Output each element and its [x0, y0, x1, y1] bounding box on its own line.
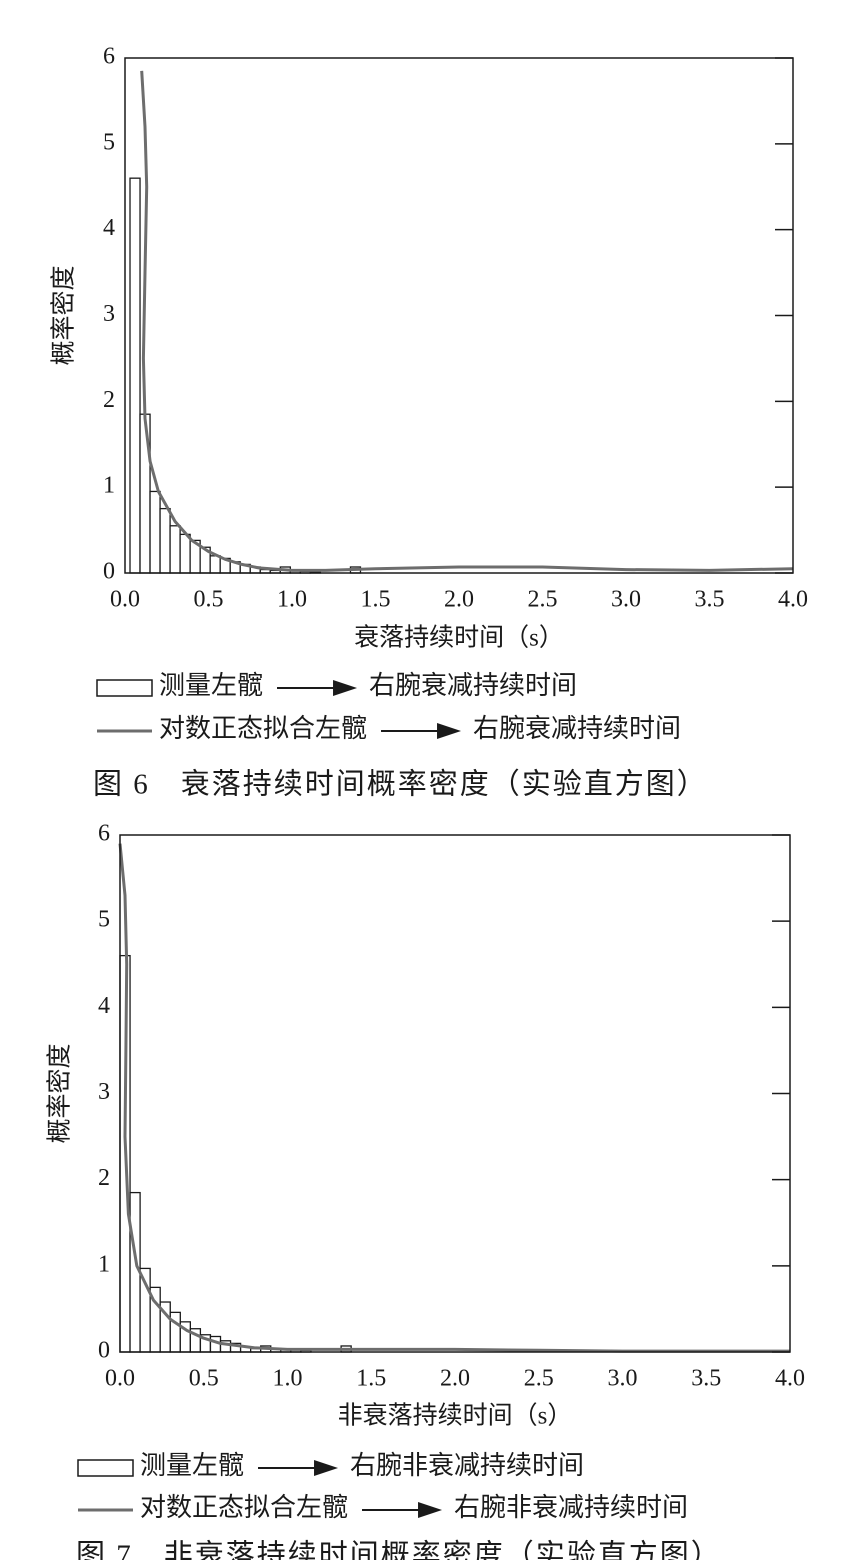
y-tick-label: 6 — [98, 821, 110, 847]
histogram-bar — [179, 533, 191, 574]
legend-label: 测量左髋 — [140, 1451, 244, 1480]
histogram-bar — [129, 177, 141, 574]
x-tick-label: 1.5 — [361, 587, 391, 613]
legend-label: 右腕衰减持续时间 — [473, 714, 681, 743]
plot-frame — [124, 57, 794, 574]
x-tick-label: 0.5 — [189, 1366, 219, 1392]
histogram-bar — [169, 525, 181, 574]
x-tick-label: 2.5 — [528, 587, 558, 613]
histogram-bar — [149, 490, 161, 574]
y-tick-label: 4 — [103, 215, 115, 241]
x-tick-label: 2.5 — [524, 1366, 554, 1392]
y-axis-label: 概率密度 — [50, 265, 78, 365]
legend-label: 测量左髋 — [159, 671, 263, 700]
x-tick-label: 3.0 — [611, 587, 641, 613]
x-axis-label: 非衰落持续时间（s） — [338, 1402, 573, 1430]
y-tick-label: 1 — [98, 1251, 110, 1277]
figure-caption: 图 6 衰落持续时间概率密度（实验直方图） — [93, 768, 708, 801]
y-tick-label: 5 — [103, 129, 115, 155]
y-tick-label: 2 — [103, 387, 115, 413]
fit-line — [118, 843, 790, 1353]
legend-label: 右腕非衰减持续时间 — [454, 1493, 688, 1522]
y-tick-label: 2 — [98, 1165, 110, 1191]
legend-label: 对数正态拟合左髋 — [140, 1493, 348, 1522]
y-tick-label: 3 — [103, 301, 115, 327]
y-tick-label: 5 — [98, 907, 110, 933]
histogram-bar — [159, 507, 171, 574]
x-tick-label: 2.0 — [440, 1366, 470, 1392]
x-tick-label: 0.0 — [105, 1366, 135, 1392]
x-tick-label: 3.5 — [691, 1366, 721, 1392]
y-tick-label: 4 — [98, 993, 110, 1019]
fit-line — [140, 70, 794, 572]
figure-caption: 图 7 非衰落持续时间概率密度（实验直方图） — [76, 1539, 722, 1560]
legend-arrowhead — [333, 680, 358, 696]
legend-label: 右腕衰减持续时间 — [369, 671, 577, 700]
legend-swatch — [96, 679, 153, 697]
y-tick-label: 6 — [103, 44, 115, 70]
plot-frame — [119, 834, 791, 1353]
x-tick-label: 0.5 — [194, 587, 224, 613]
y-tick-label: 0 — [98, 1338, 110, 1364]
legend-arrowhead — [314, 1460, 339, 1476]
x-tick-label: 4.0 — [778, 587, 808, 613]
x-tick-label: 2.0 — [444, 587, 474, 613]
x-tick-label: 0.0 — [110, 587, 140, 613]
y-tick-label: 0 — [103, 559, 115, 585]
legend-swatch — [77, 1459, 134, 1477]
histogram-bar — [169, 1311, 181, 1353]
legend-arrowhead — [437, 723, 462, 739]
y-tick-label: 1 — [103, 473, 115, 499]
x-axis-label: 衰落持续时间（s） — [354, 624, 564, 652]
x-tick-label: 4.0 — [775, 1366, 805, 1392]
x-tick-label: 3.5 — [695, 587, 725, 613]
y-axis-label: 概率密度 — [46, 1043, 74, 1143]
legend-label: 右腕非衰减持续时间 — [350, 1451, 584, 1480]
x-tick-label: 1.5 — [356, 1366, 386, 1392]
y-tick-label: 3 — [98, 1079, 110, 1105]
histogram-bar — [209, 555, 221, 574]
x-tick-label: 3.0 — [608, 1366, 638, 1392]
x-tick-label: 1.0 — [277, 587, 307, 613]
legend-arrowhead — [418, 1502, 443, 1518]
legend-label: 对数正态拟合左髋 — [159, 714, 367, 743]
x-tick-label: 1.0 — [273, 1366, 303, 1392]
